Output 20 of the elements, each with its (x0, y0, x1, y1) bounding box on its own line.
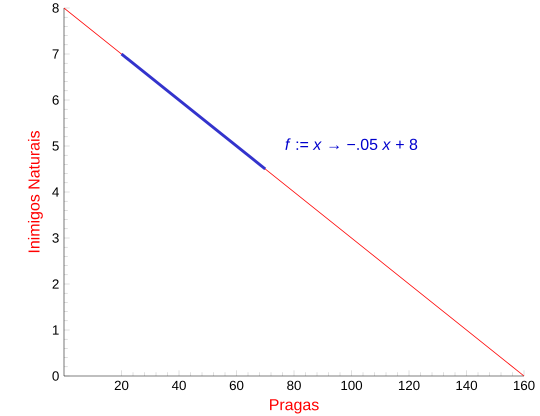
x-axis-title: Pragas (270, 399, 319, 414)
y-tick-label: 0 (52, 371, 59, 381)
y-axis-title: Inimigos Naturais (28, 131, 43, 252)
y-tick-label: 4 (52, 187, 59, 197)
x-tick-label: 60 (230, 380, 244, 390)
y-tick-label: 5 (52, 141, 59, 151)
y-tick-label: 2 (52, 279, 59, 289)
x-tick-label: 140 (456, 380, 478, 390)
annotation: f := x → −.05 x + 8 (285, 138, 418, 150)
y-tick-label: 6 (52, 95, 59, 105)
y-tick-label: 8 (52, 3, 59, 13)
y-tick-label: 3 (52, 233, 59, 243)
y-tick-label: 7 (52, 49, 59, 59)
x-tick-label: 40 (172, 380, 186, 390)
y-tick-label: 1 (52, 325, 59, 335)
x-tick-label: 20 (114, 380, 128, 390)
x-tick-label: 160 (514, 380, 535, 390)
x-tick-label: 100 (341, 380, 362, 390)
x-tick-label: 80 (287, 380, 301, 390)
x-tick-label: 120 (398, 380, 420, 390)
